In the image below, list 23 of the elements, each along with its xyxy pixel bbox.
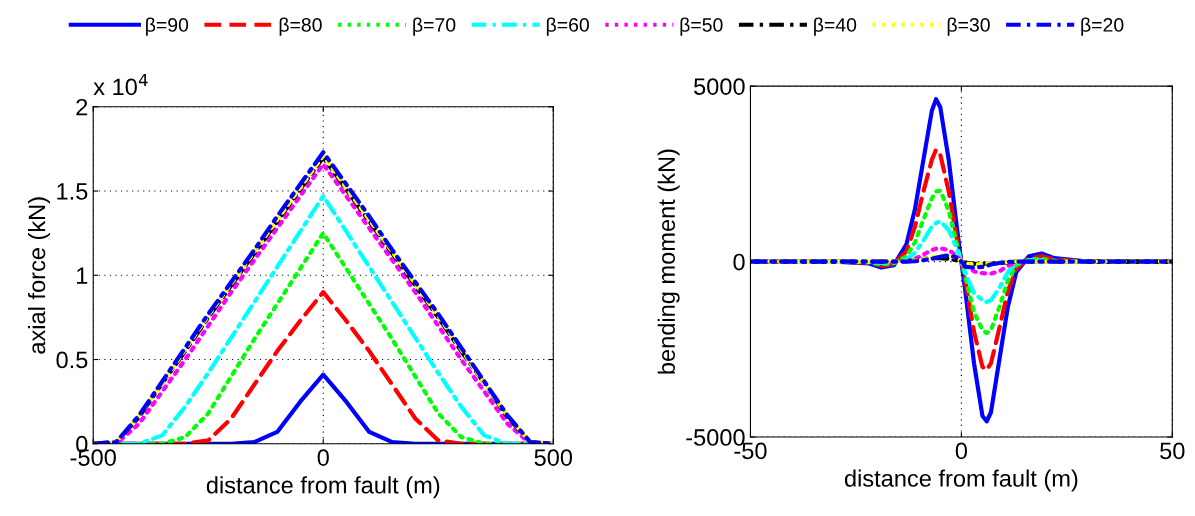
y-tick-label: 0.5 <box>56 351 88 369</box>
legend-label: β=90 <box>146 17 189 36</box>
x-axis-title: distance from fault (m) <box>206 476 440 499</box>
x-tick-label: 0 <box>317 449 329 466</box>
legend-label: β=40 <box>814 17 857 36</box>
y-axis-title: bending moment (kN) <box>657 149 680 374</box>
x-tick-label: 50 <box>1160 442 1185 460</box>
legend-label: β=70 <box>413 17 456 36</box>
text: x 10$^{4}$ <box>93 73 148 96</box>
legend-label: β=50 <box>680 17 723 36</box>
x-axis-title: distance from fault (m) <box>844 469 1078 492</box>
legend-label: β=30 <box>947 17 990 36</box>
x-tick-label: 0 <box>955 442 968 460</box>
y-tick-label: 5000 <box>694 78 745 95</box>
y-tick-label: 1 <box>77 267 88 284</box>
y-tick-label: 2 <box>76 98 88 116</box>
y-tick-label: 1.5 <box>57 183 88 200</box>
y-axis-title: axial force (kN) <box>27 197 50 354</box>
legend-label: β=60 <box>546 17 589 36</box>
y-tick-label: 0 <box>733 253 745 271</box>
legend-label: β=20 <box>1081 17 1124 36</box>
x-tick-label: 500 <box>534 449 573 466</box>
legend-label: β=80 <box>279 17 322 36</box>
